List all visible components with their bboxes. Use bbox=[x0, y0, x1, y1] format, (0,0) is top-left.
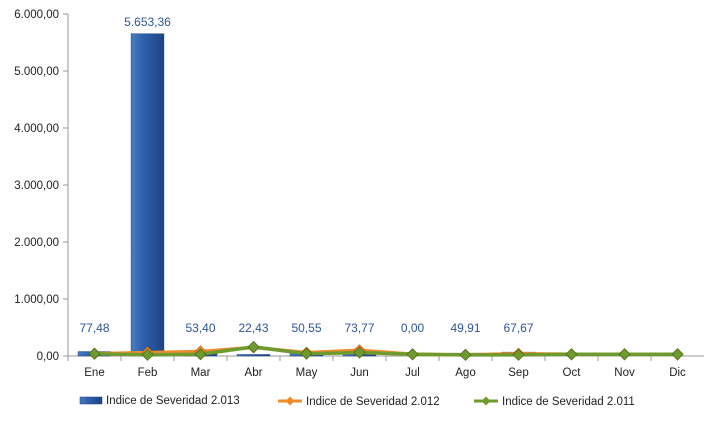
legend-label: Indice de Severidad 2.012 bbox=[306, 396, 440, 408]
bar-data-label: 67,67 bbox=[503, 321, 533, 335]
bar bbox=[130, 33, 165, 357]
series-marker bbox=[459, 348, 472, 361]
bar-data-label: 73,77 bbox=[344, 321, 374, 335]
legend-label: Indice de Severidad 2.013 bbox=[106, 395, 240, 407]
y-tick-label: 2.000,00 bbox=[14, 237, 59, 249]
x-tick-label: Sep bbox=[508, 367, 528, 379]
axes: 0,00 1.000,00 2.000,00 3.000,00 4.000,00 5.00… bbox=[14, 9, 704, 379]
series-marker bbox=[194, 348, 207, 361]
legend-swatch-marker bbox=[481, 396, 491, 406]
data-labels: 77,48 5.653,36 53,40 22,43 50,55 73,77 0,00 49,… bbox=[79, 15, 533, 335]
series-marker bbox=[618, 348, 631, 361]
series-line bbox=[94, 345, 678, 357]
bar bbox=[236, 354, 271, 357]
series-marker bbox=[565, 348, 578, 361]
bar-data-label: 77,48 bbox=[79, 321, 109, 335]
y-tick-label: 4.000,00 bbox=[14, 123, 59, 135]
x-tick-label: Ene bbox=[84, 367, 104, 379]
x-tick-label: Oct bbox=[563, 367, 582, 379]
series-marker bbox=[88, 347, 101, 360]
bar-series bbox=[77, 33, 536, 357]
series-marker bbox=[247, 340, 260, 353]
bar-data-label: 50,55 bbox=[291, 321, 321, 335]
y-tick-label: 0,00 bbox=[37, 351, 59, 363]
x-tick-label: Ago bbox=[455, 367, 475, 379]
x-tick-label: May bbox=[296, 367, 318, 379]
x-tick-label: Nov bbox=[614, 367, 635, 379]
legend-swatch-bar bbox=[79, 396, 103, 405]
bar-data-label: 0,00 bbox=[401, 321, 425, 335]
bar-data-label: 49,91 bbox=[450, 321, 480, 335]
y-tick-label: 5.000,00 bbox=[14, 66, 59, 78]
legend-swatch-marker bbox=[285, 396, 295, 406]
series-marker bbox=[353, 346, 366, 359]
x-tick-label: Feb bbox=[138, 367, 158, 379]
y-tick-label: 3.000,00 bbox=[14, 180, 59, 192]
bar-data-label: 53,40 bbox=[185, 321, 215, 335]
series-marker bbox=[300, 347, 313, 360]
series-marker bbox=[671, 348, 684, 361]
x-tick-label: Jul bbox=[405, 367, 420, 379]
x-tick-label: Jun bbox=[350, 367, 369, 379]
line-series bbox=[88, 340, 684, 361]
x-tick-label: Abr bbox=[245, 367, 263, 379]
y-tick-label: 6.000,00 bbox=[14, 9, 59, 21]
bar-data-label: 22,43 bbox=[238, 321, 268, 335]
series-marker bbox=[512, 348, 525, 361]
bar-data-label: 5.653,36 bbox=[124, 15, 171, 29]
legend: Indice de Severidad 2.013 Indice de Sever… bbox=[79, 395, 635, 408]
x-tick-label: Mar bbox=[191, 367, 211, 379]
y-tick-label: 1.000,00 bbox=[14, 294, 59, 306]
series-marker bbox=[141, 348, 154, 361]
legend-label: Indice de Severidad 2.011 bbox=[502, 396, 635, 408]
series-marker bbox=[406, 348, 419, 361]
x-tick-label: Dic bbox=[669, 367, 686, 379]
